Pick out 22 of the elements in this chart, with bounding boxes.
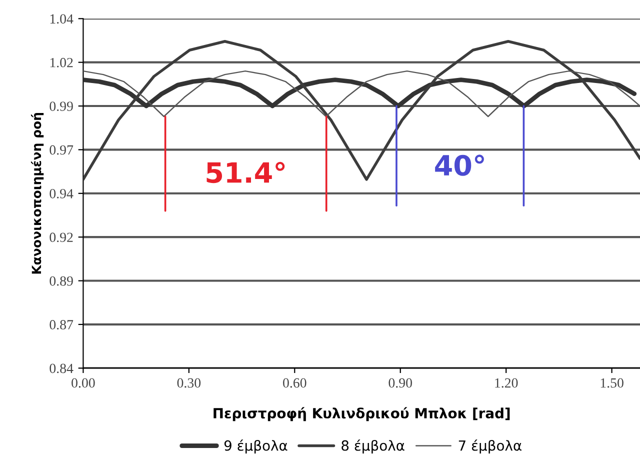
y-tick-label: 1.02 [50, 58, 73, 68]
x-tick-label: 0.30 [177, 378, 201, 388]
annotation: 51.4° [206, 162, 285, 184]
legend-label: 7 έμβολα [458, 440, 522, 454]
legend-label: 9 έμβολα [224, 440, 288, 454]
y-tick-label: 0.94 [50, 188, 74, 198]
x-tick-label: 1.50 [600, 378, 624, 388]
y-tick-label: 0.89 [50, 276, 73, 286]
x-tick-label: 0.00 [72, 378, 95, 388]
x-tick-label: 1.20 [495, 378, 518, 388]
y-tick-label: 0.87 [50, 320, 74, 330]
y-tick-label: 0.92 [50, 232, 73, 242]
y-axis-title: Κανονικοποιημένη ροή [31, 112, 44, 274]
x-tick-label: 0.90 [388, 378, 412, 388]
legend-label: 8 έμβολα [342, 440, 404, 454]
x-axis-title: Περιστροφή Κυλινδρικού Μπλοκ [rad] [214, 407, 510, 422]
x-tick-label: 0.60 [283, 378, 306, 388]
y-tick-label: 0.99 [50, 102, 73, 112]
y-tick-label: 1.04 [50, 14, 74, 24]
y-tick-label: 0.97 [50, 145, 74, 155]
y-tick-label: 0.84 [50, 364, 74, 374]
annotation: 40° [435, 154, 484, 176]
